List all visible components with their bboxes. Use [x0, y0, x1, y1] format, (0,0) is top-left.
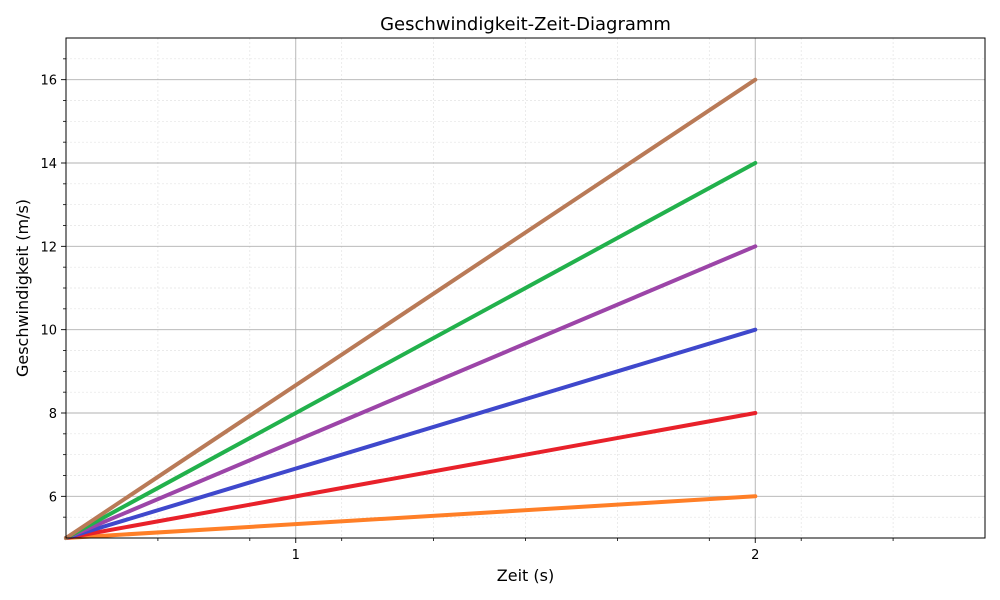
series-line-5 — [64, 161, 758, 540]
x-tick-label: 1 — [292, 548, 300, 563]
y-tick-label: 16 — [40, 74, 57, 89]
y-tick-label: 6 — [49, 490, 57, 505]
y-tick-label: 12 — [40, 240, 57, 255]
series-line-1 — [64, 494, 758, 540]
series-line-2 — [64, 411, 758, 540]
series-line-4 — [64, 244, 758, 540]
x-tick-label: 2 — [751, 548, 759, 563]
series-line-3 — [64, 327, 758, 540]
y-tick-label: 14 — [40, 157, 57, 172]
x-axis-label: Zeit (s) — [497, 566, 554, 585]
y-tick-label: 10 — [40, 324, 57, 339]
series-line-6 — [64, 77, 758, 540]
y-tick-label: 8 — [49, 407, 57, 422]
chart-title: Geschwindigkeit-Zeit-Diagramm — [380, 14, 671, 35]
y-axis-label: Geschwindigkeit (m/s) — [13, 199, 32, 377]
series-layer — [64, 77, 758, 540]
major-grid — [66, 38, 985, 538]
